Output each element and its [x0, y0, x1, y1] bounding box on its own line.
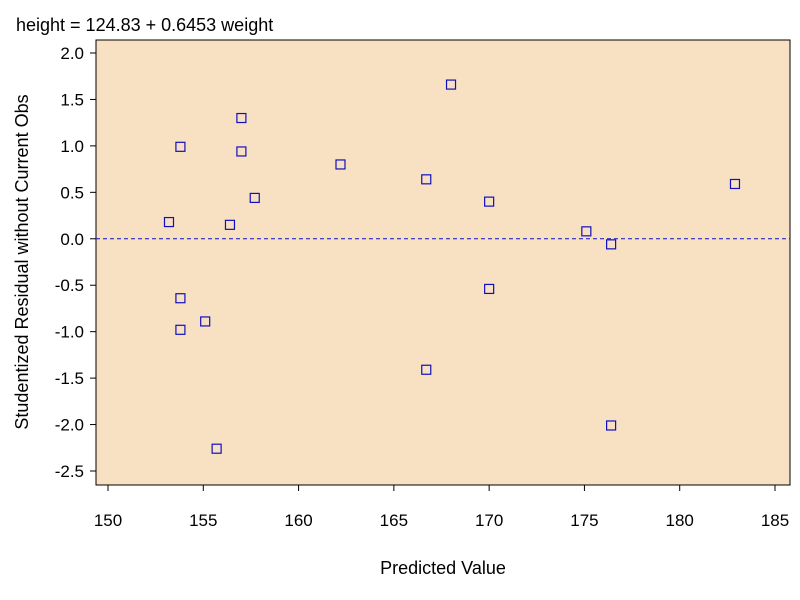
- data-point: [606, 239, 617, 250]
- data-point: [175, 293, 186, 304]
- y-axis-title: Studentized Residual without Current Obs: [12, 94, 32, 429]
- chart-title: height = 124.83 + 0.6453 weight: [16, 15, 273, 35]
- data-point: [249, 192, 260, 204]
- data-point: [606, 420, 617, 431]
- x-tick-label: 165: [380, 511, 408, 530]
- x-axis-title: Predicted Value: [380, 558, 506, 578]
- y-tick-label: 0.0: [60, 230, 84, 249]
- data-point: [484, 196, 495, 207]
- data-point: [211, 443, 222, 454]
- data-point: [236, 146, 247, 157]
- plot-area: [95, 39, 791, 486]
- data-point: [581, 226, 592, 237]
- data-point: [445, 79, 457, 90]
- data-point: [175, 141, 186, 152]
- data-point: [421, 364, 432, 375]
- y-tick-label: -2.5: [55, 462, 84, 481]
- data-point: [200, 316, 211, 327]
- data-point: [175, 324, 186, 335]
- y-tick-label: -1.0: [55, 323, 84, 342]
- y-tick-label: 1.0: [60, 137, 84, 156]
- x-tick-label: 180: [666, 511, 694, 530]
- y-tick-label: 1.5: [60, 90, 84, 109]
- data-point: [236, 112, 247, 124]
- data-point: [729, 178, 741, 190]
- y-tick-label: 0.5: [60, 183, 84, 202]
- y-tick-label: 2.0: [60, 44, 84, 63]
- data-point: [484, 283, 495, 295]
- x-tick-label: 175: [570, 511, 598, 530]
- data-point: [421, 174, 432, 185]
- x-tick-label: 170: [475, 511, 503, 530]
- x-tick-label: 150: [94, 511, 122, 530]
- y-tick-label: -0.5: [55, 276, 84, 295]
- x-tick-label: 185: [761, 511, 789, 530]
- data-point: [335, 159, 346, 170]
- data-point: [163, 216, 175, 228]
- x-tick-label: 155: [189, 511, 217, 530]
- data-point: [224, 219, 236, 230]
- y-tick-label: -1.5: [55, 369, 84, 388]
- x-tick-label: 160: [284, 511, 312, 530]
- y-tick-label: -2.0: [55, 416, 84, 435]
